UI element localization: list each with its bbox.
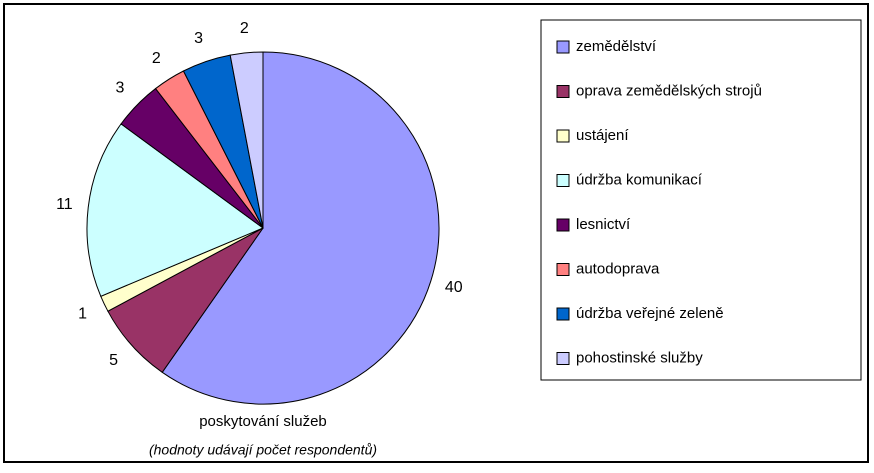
pie-slice <box>86 123 265 297</box>
legend-swatch <box>556 174 570 187</box>
data-label: 2 <box>152 50 161 67</box>
data-label: 3 <box>115 79 124 96</box>
legend-label: oprava zemědělských strojů <box>576 82 762 99</box>
legend-swatch <box>556 218 570 232</box>
pie-slice <box>229 51 264 229</box>
legend-swatch <box>556 307 570 321</box>
legend-swatch <box>556 352 570 365</box>
legend-swatch <box>556 263 570 276</box>
legend-label: údržba veřejné zeleně <box>576 305 724 322</box>
legend-label: údržba komunikací <box>576 171 703 188</box>
chart-title: poskytování služeb <box>199 413 327 430</box>
legend-label: autodoprava <box>576 260 660 277</box>
legend-box <box>540 19 862 381</box>
pie-slice <box>161 51 440 405</box>
data-label: 2 <box>240 20 249 37</box>
legend-label: lesnictví <box>576 216 631 233</box>
data-label: 11 <box>56 196 73 213</box>
data-label: 40 <box>445 279 463 296</box>
data-label: 5 <box>109 352 118 369</box>
legend-label: zemědělství <box>576 38 657 55</box>
legend-label: pohostinské služby <box>576 349 703 366</box>
data-label: 3 <box>194 30 203 47</box>
chart-subtitle: (hodnoty udávají počet respondentů) <box>149 442 377 458</box>
legend-label: ustájení <box>576 127 629 144</box>
data-label: 1 <box>78 305 87 322</box>
legend-swatch <box>556 40 570 54</box>
legend-swatch <box>556 129 570 143</box>
legend-swatch <box>556 85 570 98</box>
